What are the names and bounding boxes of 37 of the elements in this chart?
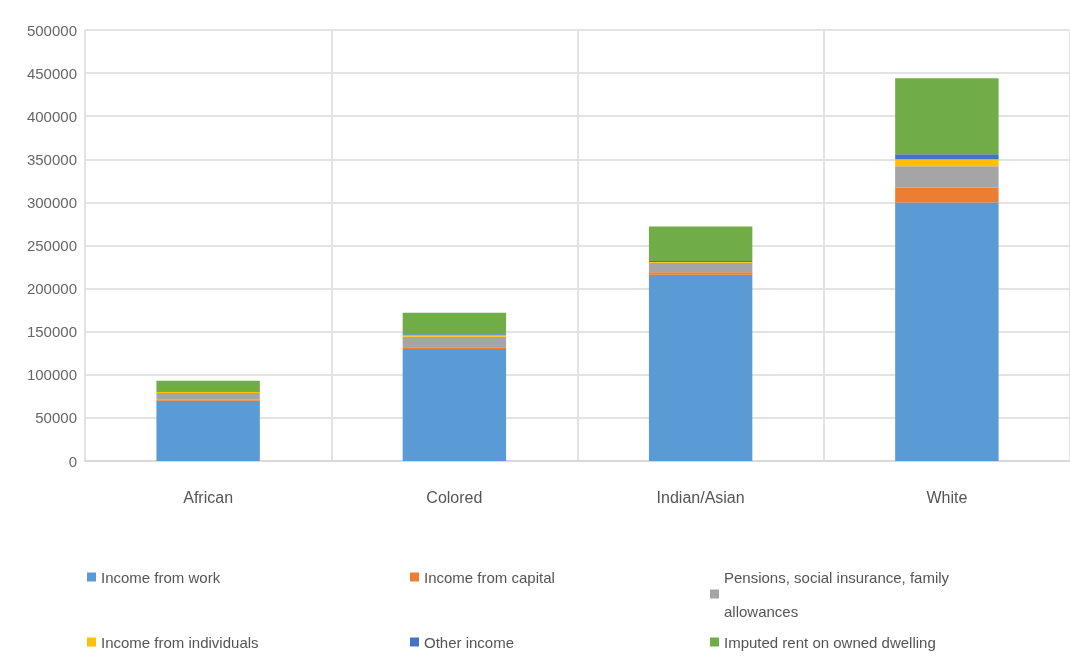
- legend-label: Imputed rent on owned dwelling: [724, 633, 936, 651]
- bar: [895, 154, 999, 160]
- y-tick-label: 100000: [26, 366, 77, 384]
- bar: [402, 348, 507, 461]
- legend-label: Income from capital: [424, 568, 555, 586]
- x-tick-label: African: [183, 488, 234, 506]
- bar: [895, 78, 999, 155]
- y-tick-label: 400000: [26, 107, 77, 125]
- y-tick-label: 450000: [26, 64, 77, 82]
- legend-label: Other income: [424, 633, 515, 651]
- bar: [895, 187, 999, 203]
- bar: [895, 202, 999, 461]
- y-tick-label: 300000: [26, 193, 77, 211]
- y-tick-label: 150000: [26, 323, 77, 341]
- y-tick-label: 50000: [35, 409, 77, 427]
- bar: [895, 159, 999, 167]
- y-tick-label: 500000: [26, 21, 77, 39]
- bar: [156, 400, 260, 461]
- y-tick-label: 0: [68, 452, 77, 470]
- legend-label: Income from individuals: [101, 633, 259, 651]
- x-tick-label: Indian/Asian: [656, 488, 745, 506]
- bar: [648, 272, 753, 275]
- bar: [895, 166, 999, 188]
- bar: [156, 392, 260, 400]
- bar: [648, 262, 753, 273]
- legend-label: Pensions, social insurance, family allowances: [724, 568, 954, 620]
- x-tick-label: Colored: [426, 488, 483, 506]
- x-tick-label: White: [926, 488, 968, 506]
- y-tick-label: 250000: [26, 237, 77, 254]
- bar: [402, 336, 507, 348]
- bar: [648, 274, 753, 461]
- bar: [402, 312, 507, 335]
- bar: [156, 380, 260, 392]
- bar: [648, 226, 753, 262]
- y-tick-label: 200000: [26, 280, 77, 298]
- legend-label: Income from work: [101, 568, 221, 586]
- y-tick-label: 350000: [26, 150, 77, 168]
